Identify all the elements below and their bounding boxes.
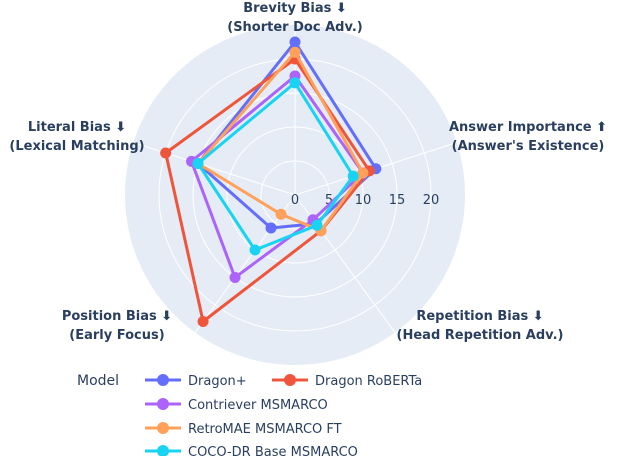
series-point[interactable] <box>197 316 209 328</box>
axis-label-line1: Brevity Bias ⬇ <box>243 1 347 16</box>
series-line <box>196 81 355 252</box>
series-point[interactable] <box>311 219 323 231</box>
axis-label-line1: Repetition Bias ⬇ <box>416 309 543 324</box>
legend-title: Model <box>77 373 119 389</box>
axis-label-line2: (Early Focus) <box>69 328 164 343</box>
radial-tick-label: 10 <box>355 193 372 208</box>
series-point[interactable] <box>265 222 277 234</box>
series-point[interactable] <box>289 77 301 89</box>
series-point[interactable] <box>160 147 172 159</box>
legend-label: Dragon RoBERTa <box>315 374 422 389</box>
series-point[interactable] <box>275 208 287 220</box>
legend-swatch-marker <box>157 445 169 456</box>
series-point[interactable] <box>347 170 359 182</box>
series-traces <box>160 36 382 328</box>
axis-labels: Brevity Bias ⬇ (Shorter Doc Adv.) Answer I… <box>9 1 607 343</box>
legend-swatch-marker <box>157 422 169 434</box>
legend[interactable]: Model Dragon+ Dragon RoBERTa Contriever MS… <box>77 373 422 456</box>
legend-label: Contriever MSMARCO <box>188 398 328 413</box>
axis-label-line1: Position Bias ⬇ <box>62 309 172 324</box>
axis-label-line2: (Answer's Existence) <box>452 139 605 154</box>
series-point[interactable] <box>249 244 261 256</box>
series-point[interactable] <box>357 167 369 179</box>
legend-label: Dragon+ <box>188 374 247 389</box>
legend-label: COCO-DR Base MSMARCO <box>188 445 358 456</box>
radial-tick-label: 15 <box>389 193 406 208</box>
series-point[interactable] <box>229 272 241 284</box>
legend-swatch-marker <box>157 374 169 386</box>
radial-tick-label: 0 <box>291 193 299 208</box>
series-point[interactable] <box>289 46 301 58</box>
axis-label-line2: (Head Repetition Adv.) <box>397 328 564 343</box>
series-line <box>190 74 365 279</box>
legend-item[interactable]: RetroMAE MSMARCO FT <box>145 422 342 437</box>
legend-item[interactable]: Dragon RoBERTa <box>272 374 422 389</box>
axis-label-line1: Answer Importance ⬆ <box>449 120 607 135</box>
legend-item[interactable]: Contriever MSMARCO <box>145 398 328 413</box>
axis-label-line2: (Shorter Doc Adv.) <box>227 20 362 35</box>
legend-swatch-marker <box>157 398 169 410</box>
legend-label: RetroMAE MSMARCO FT <box>188 422 342 437</box>
series-line <box>164 57 371 323</box>
series-point[interactable] <box>289 36 301 48</box>
legend-item[interactable]: Dragon+ <box>145 374 247 389</box>
series-line <box>196 50 365 233</box>
legend-item[interactable]: COCO-DR Base MSMARCO <box>145 445 358 456</box>
radial-tick-labels: 0 5 10 15 20 <box>291 193 439 208</box>
legend-swatch-marker <box>284 374 296 386</box>
series-point[interactable] <box>192 157 204 169</box>
radial-tick-label: 20 <box>423 193 440 208</box>
radial-tick-label: 5 <box>325 193 333 208</box>
angular-gridline <box>133 141 296 196</box>
axis-label-line1: Literal Bias ⬇ <box>28 120 126 135</box>
axis-label-line2: (Lexical Matching) <box>9 139 144 154</box>
series-4[interactable] <box>192 77 359 256</box>
